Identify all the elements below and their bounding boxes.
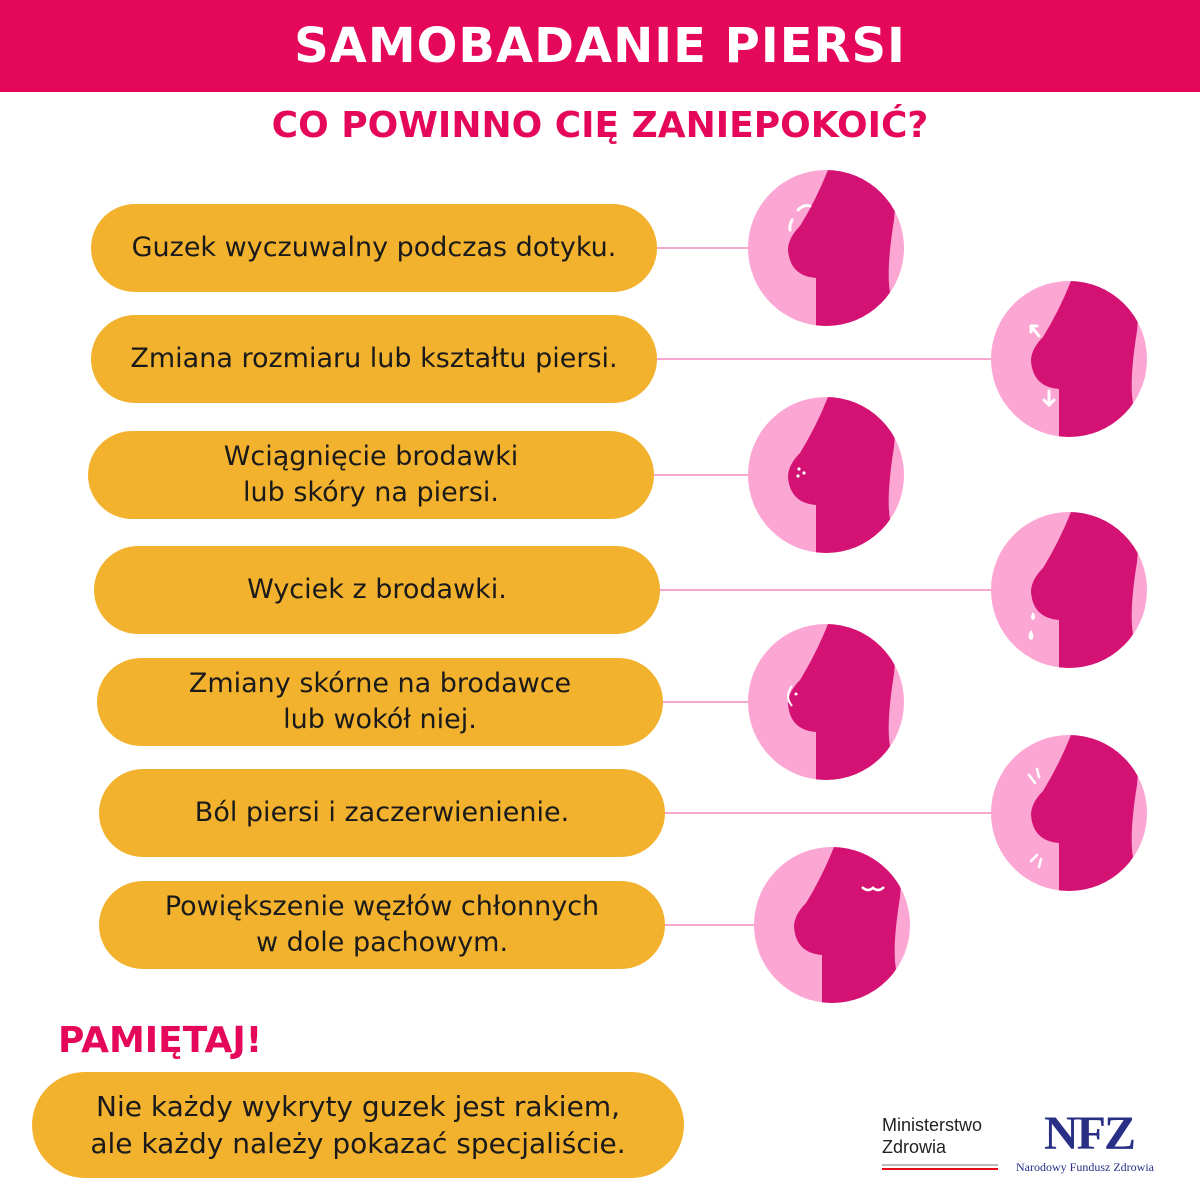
connector-line [659,924,754,926]
ministry-logo-flag [882,1164,998,1170]
connector-line [654,589,991,591]
remember-heading: PAMIĘTAJ! [58,1020,263,1061]
nipple-skin-change-icon [748,624,904,780]
breast-size-change-icon [991,281,1147,437]
breast-lump-icon [748,170,904,326]
connector-line [659,812,991,814]
symptom-item: Zmiana rozmiaru lub kształtu piersi. [91,315,657,403]
symptom-item: Ból piersi i zaczerwienienie. [99,769,665,857]
symptom-item: Zmiany skórne na brodawce lub wokół niej… [97,658,663,746]
symptom-item: Wciągnięcie brodawki lub skóry na piersi… [88,431,654,519]
symptom-item: Powiększenie węzłów chłonnych w dole pac… [99,881,665,969]
nipple-retraction-icon [748,397,904,553]
connector-line [657,701,748,703]
connector-line [651,247,748,249]
symptom-item: Guzek wyczuwalny podczas dotyku. [91,204,657,292]
subtitle: CO POWINNO CIĘ ZANIEPOKOIĆ? [271,105,929,146]
symptom-item: Wyciek z brodawki. [94,546,660,634]
page-title: SAMOBADANIE PIERSI [0,0,1200,92]
connector-line [648,474,748,476]
lymph-node-icon [754,847,910,1003]
ministry-logo: Ministerstwo Zdrowia [882,1115,983,1157]
connector-line [651,358,991,360]
breast-pain-icon [991,735,1147,891]
nfz-logo-subtitle: Narodowy Fundusz Zdrowia [1016,1160,1154,1174]
nipple-discharge-icon [991,512,1147,668]
nfz-logo: NFZ [1044,1107,1136,1160]
remember-message: Nie każdy wykryty guzek jest rakiem, ale… [32,1072,684,1178]
